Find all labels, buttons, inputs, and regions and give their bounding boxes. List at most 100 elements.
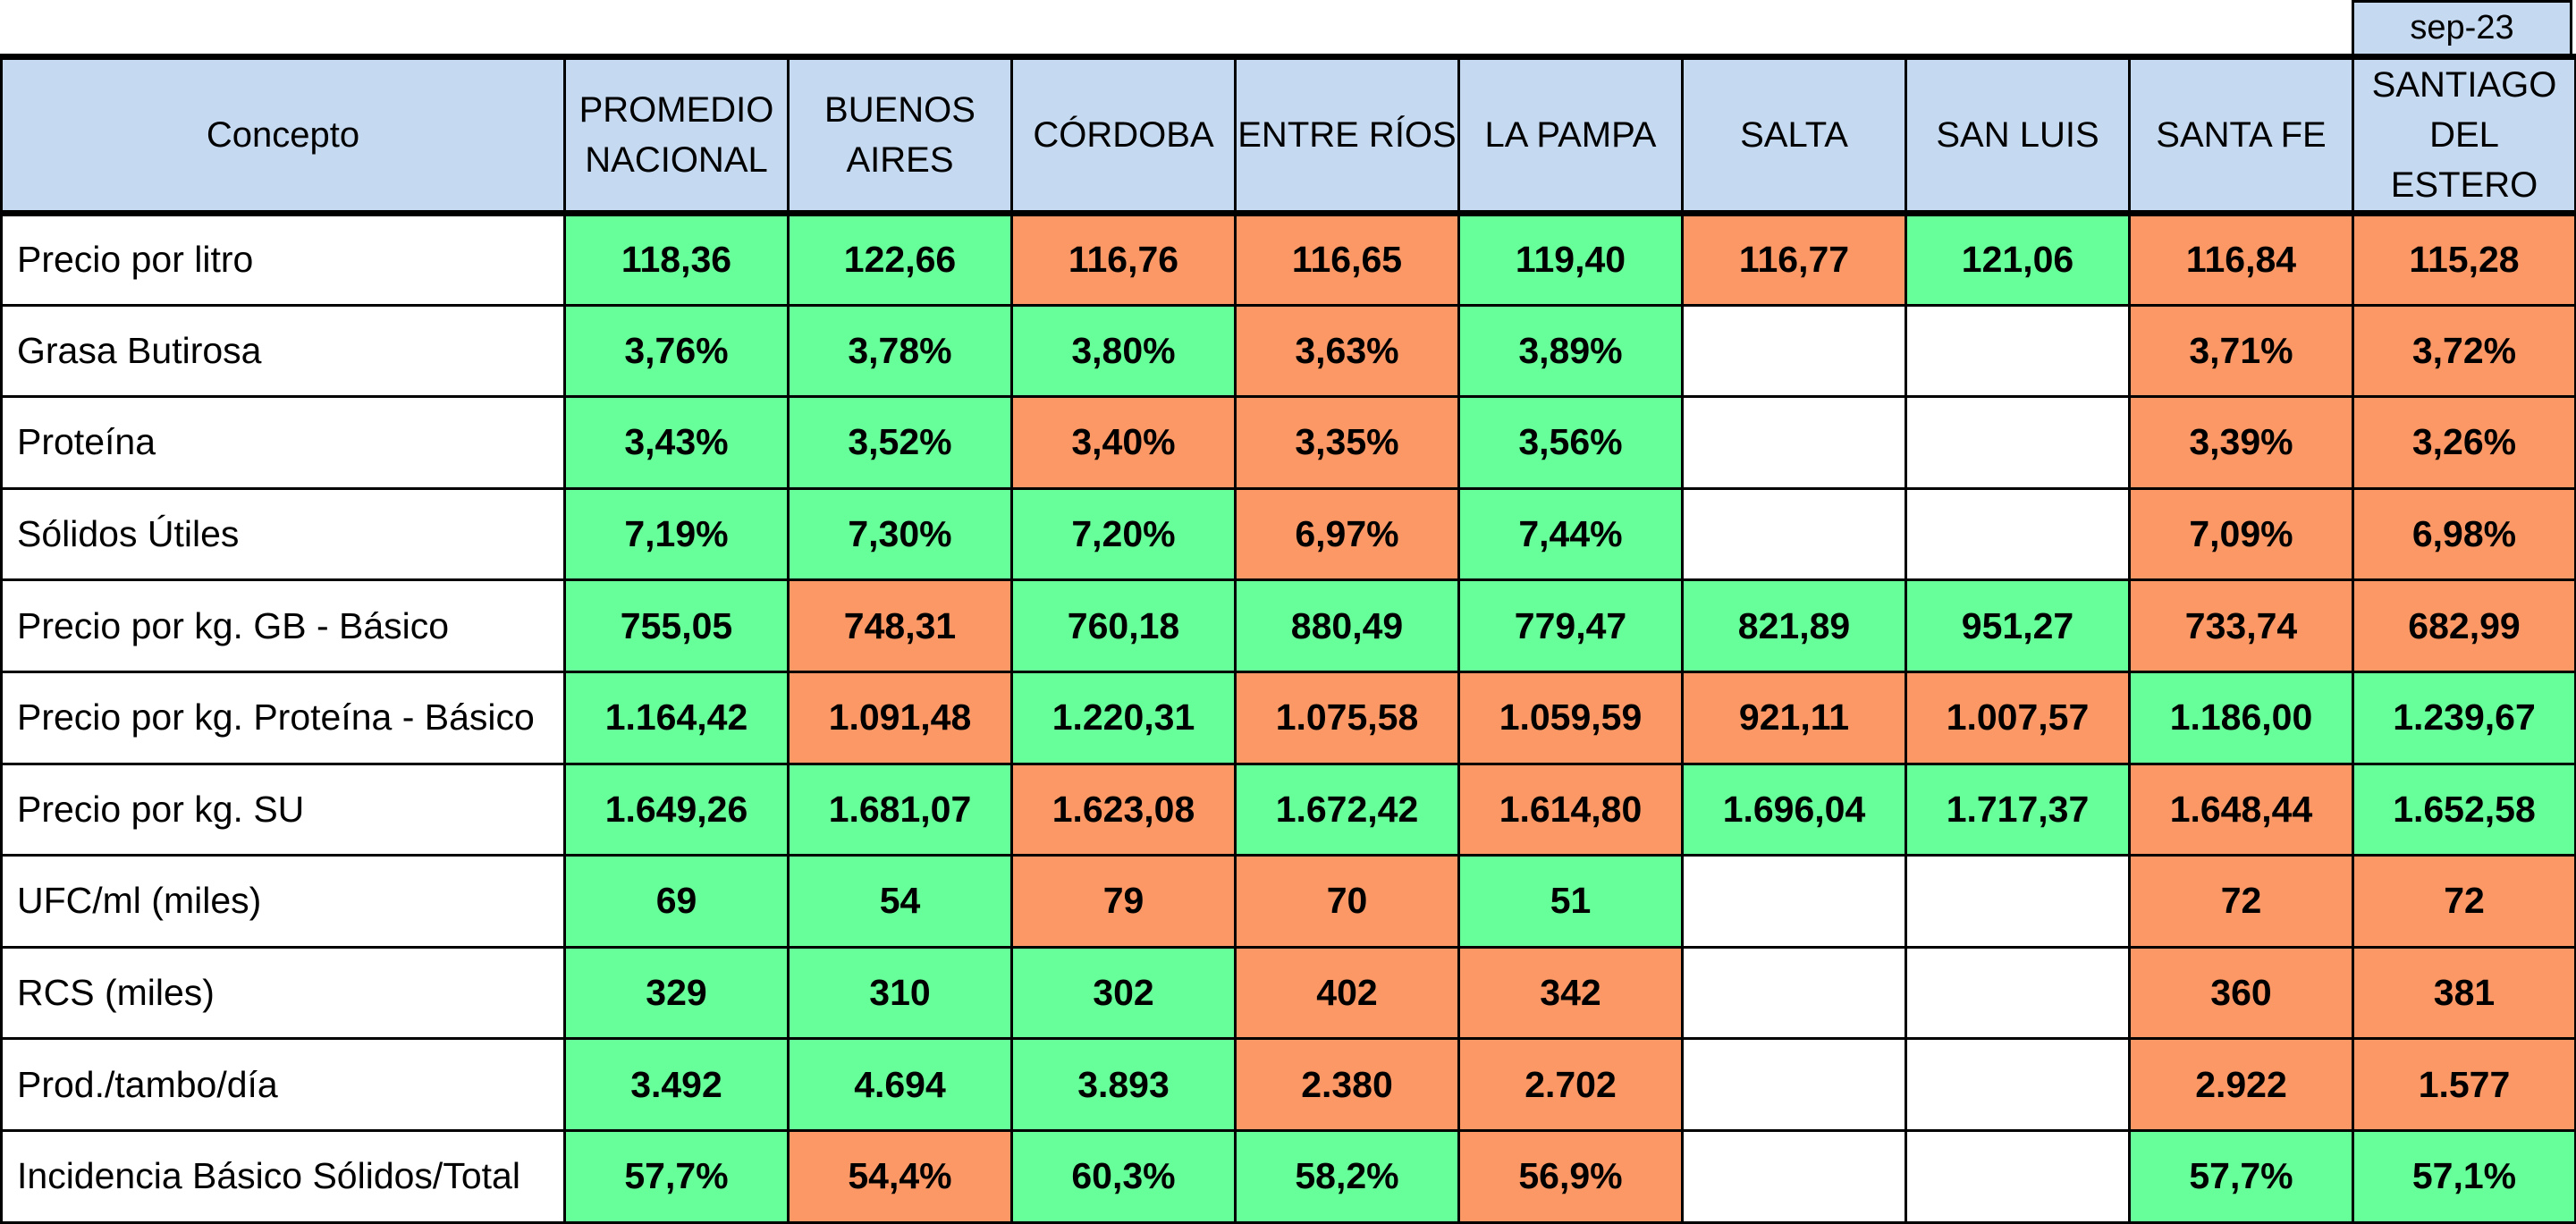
- value-cell: 1.649,26: [563, 762, 790, 857]
- row-concept-label: Prod./tambo/día: [0, 1037, 566, 1132]
- table-row: Grasa Butirosa 3,76% 3,78% 3,80% 3,63% 3,89% 3…: [0, 303, 2576, 399]
- value-cell: 2.922: [2128, 1037, 2354, 1132]
- value-cell: 70: [1234, 854, 1460, 949]
- value-cell: 1.007,57: [1905, 670, 2131, 765]
- value-cell: 3,76%: [563, 303, 790, 399]
- header-region: SAN LUIS: [1905, 54, 2131, 216]
- value-cell: 7,44%: [1457, 486, 1684, 582]
- value-cell: 7,19%: [563, 486, 790, 582]
- header-region: PROMEDIO NACIONAL: [563, 54, 790, 216]
- value-cell: 402: [1234, 945, 1460, 1041]
- table-row: Precio por kg. SU 1.649,26 1.681,07 1.623,0…: [0, 762, 2576, 857]
- row-concept-label: Precio por litro: [0, 212, 566, 307]
- value-cell: 122,66: [787, 212, 1013, 307]
- value-cell: 342: [1457, 945, 1684, 1041]
- header-region: SANTA FE: [2128, 54, 2354, 216]
- value-cell: 381: [2352, 945, 2576, 1041]
- value-cell: 54: [787, 854, 1013, 949]
- value-cell: 682,99: [2352, 578, 2576, 673]
- value-cell: 1.717,37: [1905, 762, 2131, 857]
- value-cell: 121,06: [1905, 212, 2131, 307]
- value-cell: 7,20%: [1010, 486, 1237, 582]
- value-cell: 1.577: [2352, 1037, 2576, 1132]
- value-cell: 3,78%: [787, 303, 1013, 399]
- table-row: Proteína 3,43% 3,52% 3,40% 3,35% 3,56% 3,39% 3,…: [0, 395, 2576, 490]
- value-cell: [1905, 1128, 2131, 1224]
- value-cell: 3,63%: [1234, 303, 1460, 399]
- value-cell: 1.239,67: [2352, 670, 2576, 765]
- value-cell: 921,11: [1681, 670, 1907, 765]
- row-concept-label: Precio por kg. SU: [0, 762, 566, 857]
- value-cell: 6,97%: [1234, 486, 1460, 582]
- value-cell: 3,43%: [563, 395, 790, 490]
- value-cell: [1681, 395, 1907, 490]
- value-cell: 6,98%: [2352, 486, 2576, 582]
- regional-milk-price-table: Concepto PROMEDIO NACIONAL BUENOS AIRES CÓ…: [0, 54, 2576, 1224]
- value-cell: 1.075,58: [1234, 670, 1460, 765]
- value-cell: 2.380: [1234, 1037, 1460, 1132]
- value-cell: 1.681,07: [787, 762, 1013, 857]
- table-row: Precio por litro 118,36 122,66 116,76 116,65…: [0, 212, 2576, 307]
- value-cell: [1905, 1037, 2131, 1132]
- value-cell: 3,52%: [787, 395, 1013, 490]
- table-row: Precio por kg. GB - Básico 755,05 748,31 76…: [0, 578, 2576, 673]
- value-cell: 1.220,31: [1010, 670, 1237, 765]
- header-region: LA PAMPA: [1457, 54, 1684, 216]
- value-cell: 60,3%: [1010, 1128, 1237, 1224]
- value-cell: 1.672,42: [1234, 762, 1460, 857]
- row-concept-label: Sólidos Útiles: [0, 486, 566, 582]
- value-cell: 56,9%: [1457, 1128, 1684, 1224]
- header-region: SALTA: [1681, 54, 1907, 216]
- value-cell: [1681, 1128, 1907, 1224]
- header-region: CÓRDOBA: [1010, 54, 1237, 216]
- value-cell: 3,39%: [2128, 395, 2354, 490]
- value-cell: 1.652,58: [2352, 762, 2576, 857]
- value-cell: 755,05: [563, 578, 790, 673]
- row-concept-label: Precio por kg. Proteína - Básico: [0, 670, 566, 765]
- value-cell: 302: [1010, 945, 1237, 1041]
- table-row: UFC/ml (miles) 69 54 79 70 51 72 72: [0, 854, 2576, 949]
- value-cell: 1.186,00: [2128, 670, 2354, 765]
- value-cell: 1.648,44: [2128, 762, 2354, 857]
- value-cell: 69: [563, 854, 790, 949]
- value-cell: 1.091,48: [787, 670, 1013, 765]
- period-label: sep-23: [2352, 0, 2572, 54]
- table-row: Incidencia Básico Sólidos/Total 57,7% 54,4…: [0, 1128, 2576, 1224]
- value-cell: 733,74: [2128, 578, 2354, 673]
- value-cell: 821,89: [1681, 578, 1907, 673]
- value-cell: 7,09%: [2128, 486, 2354, 582]
- value-cell: 3,80%: [1010, 303, 1237, 399]
- value-cell: 3,40%: [1010, 395, 1237, 490]
- row-concept-label: Proteína: [0, 395, 566, 490]
- value-cell: 360: [2128, 945, 2354, 1041]
- value-cell: [1905, 945, 2131, 1041]
- value-cell: 3,26%: [2352, 395, 2576, 490]
- value-cell: 3,56%: [1457, 395, 1684, 490]
- value-cell: 3.492: [563, 1037, 790, 1132]
- value-cell: 779,47: [1457, 578, 1684, 673]
- value-cell: 1.623,08: [1010, 762, 1237, 857]
- value-cell: 72: [2128, 854, 2354, 949]
- value-cell: 7,30%: [787, 486, 1013, 582]
- value-cell: 3,71%: [2128, 303, 2354, 399]
- header-region: BUENOS AIRES: [787, 54, 1013, 216]
- value-cell: [1905, 854, 2131, 949]
- value-cell: 760,18: [1010, 578, 1237, 673]
- value-cell: 951,27: [1905, 578, 2131, 673]
- table-row: Prod./tambo/día 3.492 4.694 3.893 2.380 2.702…: [0, 1037, 2576, 1132]
- value-cell: [1905, 486, 2131, 582]
- value-cell: 116,76: [1010, 212, 1237, 307]
- value-cell: [1681, 854, 1907, 949]
- value-cell: 3,35%: [1234, 395, 1460, 490]
- value-cell: 118,36: [563, 212, 790, 307]
- row-concept-label: Incidencia Básico Sólidos/Total: [0, 1128, 566, 1224]
- value-cell: 3.893: [1010, 1037, 1237, 1132]
- value-cell: 72: [2352, 854, 2576, 949]
- table-row: Precio por kg. Proteína - Básico 1.164,42…: [0, 670, 2576, 765]
- value-cell: [1681, 945, 1907, 1041]
- value-cell: 329: [563, 945, 790, 1041]
- value-cell: 880,49: [1234, 578, 1460, 673]
- value-cell: 748,31: [787, 578, 1013, 673]
- value-cell: 119,40: [1457, 212, 1684, 307]
- value-cell: 1.614,80: [1457, 762, 1684, 857]
